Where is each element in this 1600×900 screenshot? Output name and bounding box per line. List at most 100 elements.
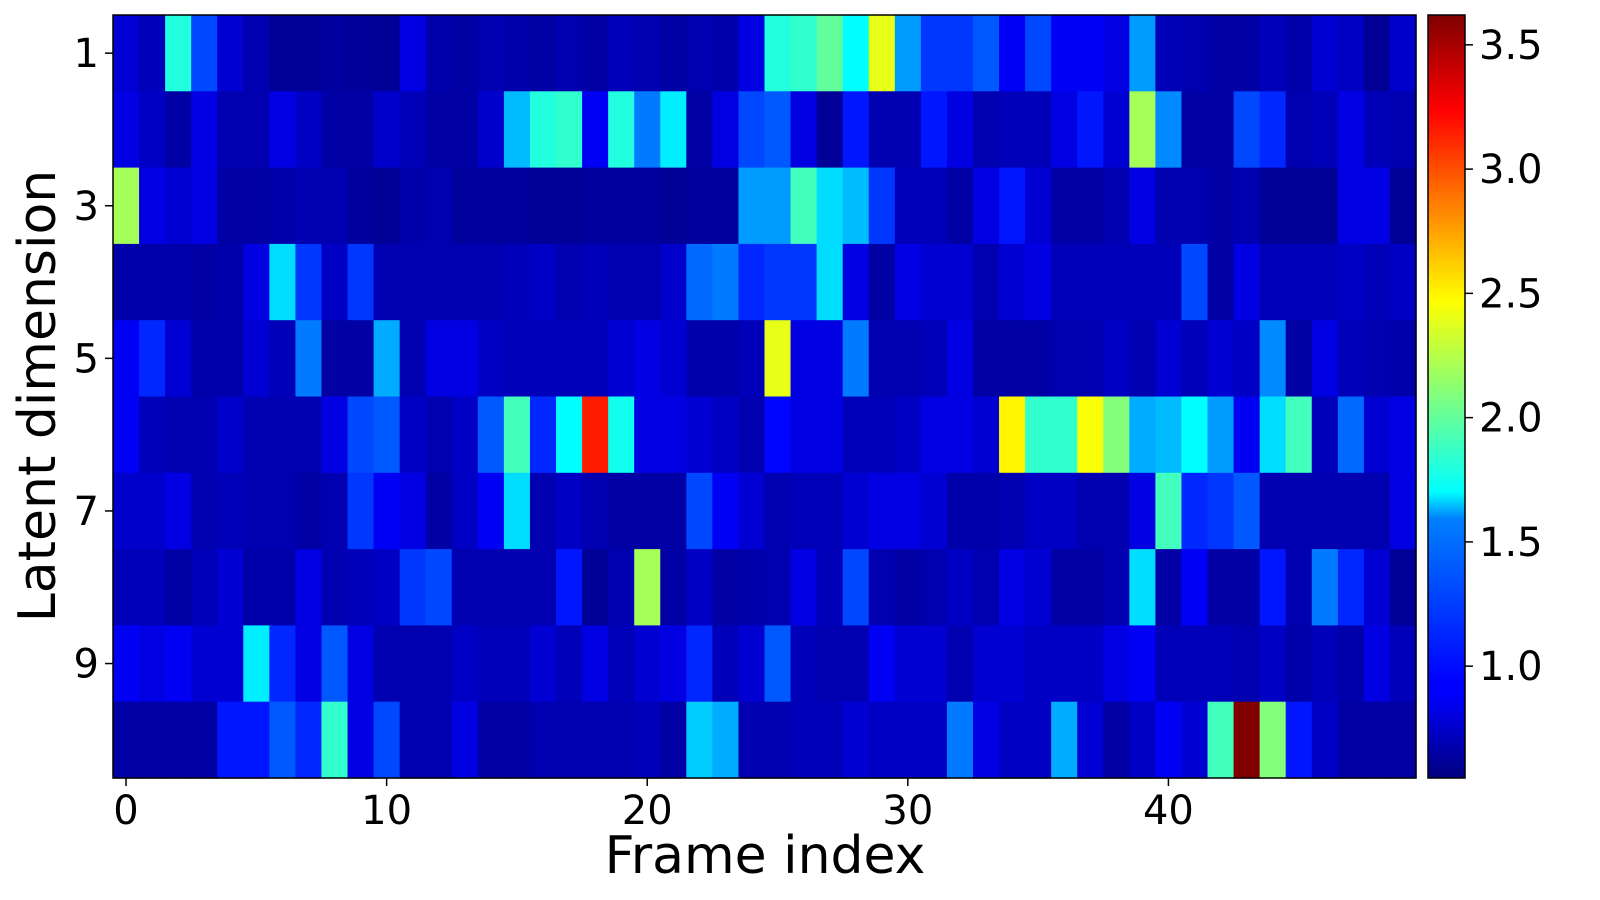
heatmap-cell <box>1285 243 1313 321</box>
heatmap-cell <box>399 167 427 245</box>
heatmap-cell <box>1129 320 1156 398</box>
heatmap-cell <box>1155 320 1183 398</box>
heatmap-cell <box>1025 625 1052 703</box>
heatmap-cell <box>868 15 896 92</box>
heatmap-cell <box>946 243 974 321</box>
heatmap-cell <box>1311 320 1339 398</box>
heatmap-cell <box>660 396 687 474</box>
heatmap-cell <box>1363 91 1391 169</box>
heatmap-cell <box>972 625 1000 703</box>
heatmap-cell <box>1259 396 1287 474</box>
heatmap-cell <box>139 701 166 779</box>
heatmap-cell <box>477 701 505 779</box>
heatmap-cell <box>556 625 583 703</box>
heatmap-cell <box>686 549 713 626</box>
heatmap-cell <box>425 472 453 550</box>
heatmap-cell <box>999 701 1026 779</box>
heatmap-cell <box>1363 701 1391 779</box>
heatmap-cell <box>686 396 713 474</box>
heatmap-cell <box>1337 472 1365 550</box>
heatmap-cell <box>1363 396 1391 474</box>
heatmap-cell <box>582 625 609 703</box>
heatmap-cell <box>139 320 166 398</box>
heatmap-cell <box>1337 15 1365 92</box>
heatmap-cell <box>920 243 948 321</box>
heatmap-cell <box>1337 243 1365 321</box>
heatmap-cell <box>451 701 479 779</box>
heatmap-cell <box>1285 15 1313 92</box>
heatmap-cell <box>686 15 713 92</box>
heatmap-cell <box>582 320 609 398</box>
heatmap-cell <box>712 472 740 550</box>
heatmap-cell <box>972 243 1000 321</box>
heatmap-cell <box>1129 167 1156 245</box>
heatmap-cell <box>1181 396 1209 474</box>
heatmap-cell <box>1129 15 1156 92</box>
heatmap-cell <box>608 625 635 703</box>
heatmap-cell <box>1233 472 1261 550</box>
heatmap-cell <box>634 625 661 703</box>
heatmap-cell <box>529 15 557 92</box>
heatmap-cell <box>816 472 844 550</box>
heatmap-cell <box>608 472 635 550</box>
heatmap-cell <box>972 91 1000 169</box>
heatmap-cell <box>894 320 922 398</box>
heatmap-cell <box>738 472 766 550</box>
heatmap-cell <box>660 15 687 92</box>
heatmap-cell <box>425 167 453 245</box>
heatmap-cell <box>868 91 896 169</box>
heatmap-cell <box>894 91 922 169</box>
heatmap-cell <box>868 167 896 245</box>
heatmap-cell <box>738 625 766 703</box>
heatmap-cell <box>1363 15 1391 92</box>
heatmap-cell <box>321 625 349 703</box>
heatmap-cell <box>946 167 974 245</box>
heatmap-cell <box>608 15 635 92</box>
heatmap-cell <box>243 15 270 92</box>
heatmap-cell <box>1233 625 1261 703</box>
heatmap-cell <box>1337 625 1365 703</box>
x-tick-label: 40 <box>1143 788 1194 834</box>
heatmap-cell <box>1025 701 1052 779</box>
heatmap-cell <box>1103 15 1130 92</box>
heatmap-cell <box>894 396 922 474</box>
heatmap-cell <box>1233 243 1261 321</box>
heatmap-cell <box>529 549 557 626</box>
heatmap-cell <box>113 472 140 550</box>
heatmap-cell <box>686 320 713 398</box>
heatmap-cell <box>113 549 140 626</box>
heatmap-cell <box>113 320 140 398</box>
heatmap-cell <box>1051 15 1078 92</box>
heatmap-cell <box>1025 549 1052 626</box>
heatmap-cell <box>503 701 531 779</box>
heatmap-cell <box>191 472 218 550</box>
heatmap-cell <box>1285 549 1313 626</box>
heatmap-cell <box>295 396 323 474</box>
heatmap-cell <box>243 549 270 626</box>
heatmap-cell <box>165 243 192 321</box>
heatmap-cell <box>999 15 1026 92</box>
y-axis-ticks: 1 3 5 7 9 <box>74 31 113 688</box>
heatmap-cell <box>608 91 635 169</box>
heatmap-cell <box>1337 91 1365 169</box>
heatmap-cell <box>503 472 531 550</box>
heatmap-cell <box>1389 167 1417 245</box>
heatmap-cell <box>582 472 609 550</box>
heatmap-cell <box>425 320 453 398</box>
heatmap-cell <box>1285 91 1313 169</box>
heatmap-cell <box>1207 701 1235 779</box>
heatmap-cell <box>191 396 218 474</box>
heatmap-cell <box>139 243 166 321</box>
heatmap-cell <box>1259 320 1287 398</box>
heatmap-cell <box>191 15 218 92</box>
heatmap-cell <box>399 549 427 626</box>
heatmap-cell <box>1051 472 1078 550</box>
heatmap-cell <box>1103 472 1130 550</box>
heatmap-cell <box>999 91 1026 169</box>
heatmap-cell <box>634 320 661 398</box>
heatmap-cell <box>634 396 661 474</box>
heatmap-cell <box>1103 701 1130 779</box>
heatmap-cell <box>139 472 166 550</box>
heatmap-cell <box>1259 167 1287 245</box>
heatmap-cell <box>894 167 922 245</box>
